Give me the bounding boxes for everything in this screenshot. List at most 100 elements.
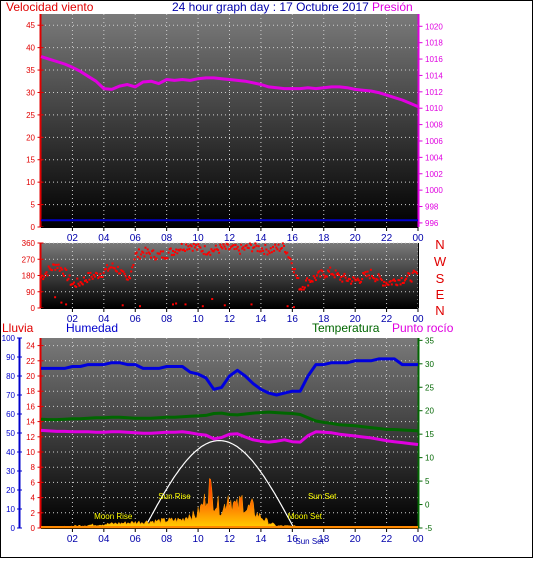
y-tick-label: 6: [31, 478, 36, 487]
direction-point: [82, 276, 85, 279]
direction-point: [263, 252, 266, 255]
direction-point: [265, 248, 268, 251]
direction-point: [119, 272, 122, 275]
y-right-tick-label: 30: [425, 360, 434, 369]
wind-speed-title: Velocidad viento: [6, 0, 94, 14]
direction-point: [108, 267, 111, 270]
direction-point: [254, 242, 257, 245]
direction-point: [68, 274, 71, 277]
direction-point: [277, 243, 280, 246]
direction-point: [76, 277, 79, 280]
x-tick-label: 12: [224, 233, 236, 244]
direction-point: [175, 248, 178, 251]
x-tick-label: 20: [350, 534, 362, 545]
direction-point: [309, 281, 312, 283]
direction-point: [219, 243, 222, 246]
direction-point: [141, 250, 144, 253]
y-tick-label: 270: [22, 255, 36, 264]
y-right-tick-label: 1002: [425, 170, 443, 179]
x-tick-label: 16: [287, 534, 299, 545]
direction-point: [140, 253, 143, 256]
direction-point: [343, 272, 346, 275]
direction-point: [245, 244, 248, 247]
y-right-tick-label: 996: [425, 219, 439, 228]
direction-point: [132, 264, 135, 266]
direction-point: [201, 249, 204, 252]
direction-point: [225, 242, 228, 245]
direction-outlier-point: [250, 303, 253, 306]
direction-point: [136, 255, 139, 258]
direction-point: [401, 282, 404, 284]
direction-point: [256, 250, 259, 253]
direction-outlier-point: [121, 304, 124, 307]
direction-point: [305, 279, 307, 282]
direction-point: [204, 253, 207, 256]
direction-point: [229, 247, 232, 250]
humidity-tick-label: 0: [11, 524, 16, 533]
direction-point: [382, 284, 384, 287]
direction-point: [79, 281, 82, 283]
y-tick-label: 20: [26, 133, 35, 142]
direction-point: [148, 252, 151, 255]
direction-point: [71, 282, 74, 285]
direction-point: [198, 245, 201, 248]
direction-point: [333, 276, 336, 279]
y-right-tick-label: 1006: [425, 137, 443, 146]
direction-point: [221, 247, 224, 250]
direction-point: [328, 270, 331, 273]
direction-point: [73, 281, 75, 284]
x-tick-label: 06: [130, 233, 142, 244]
direction-point: [319, 275, 322, 278]
direction-point: [77, 282, 80, 285]
direction-point: [144, 246, 147, 249]
direction-point: [318, 270, 321, 273]
direction-point: [389, 280, 392, 283]
direction-point: [412, 269, 415, 272]
direction-point: [404, 279, 406, 282]
direction-point: [210, 248, 213, 251]
direction-point: [107, 269, 110, 272]
direction-point: [411, 271, 414, 274]
direction-point: [255, 244, 258, 247]
direction-point: [394, 279, 397, 282]
direction-point: [164, 257, 167, 260]
direction-point: [169, 247, 172, 250]
direction-point: [90, 275, 93, 278]
direction-point: [115, 270, 118, 273]
x-tick-label: 16: [287, 314, 299, 325]
direction-point: [192, 242, 195, 245]
direction-point: [352, 276, 355, 279]
direction-point: [195, 244, 197, 247]
direction-point: [199, 246, 202, 249]
direction-point: [85, 279, 88, 282]
direction-point: [314, 279, 317, 281]
direction-point: [239, 252, 241, 255]
x-tick-label: 12: [224, 314, 236, 325]
direction-point: [378, 275, 381, 278]
direction-point: [98, 275, 101, 278]
direction-point: [134, 252, 137, 255]
direction-point: [150, 256, 152, 259]
humidity-tick-label: 100: [2, 334, 16, 343]
moon-set-label: Moon Set: [288, 512, 323, 521]
direction-point: [74, 285, 77, 288]
direction-point: [143, 255, 146, 258]
y-tick-label: 16: [26, 402, 35, 411]
direction-point: [406, 275, 409, 278]
direction-point: [323, 276, 326, 279]
direction-point: [251, 250, 254, 253]
y-right-tick-label: 998: [425, 203, 439, 212]
x-tick-label: 14: [255, 314, 267, 325]
compass-e: E: [435, 287, 445, 302]
direction-point: [189, 244, 192, 247]
direction-point: [213, 248, 216, 251]
direction-point: [232, 244, 235, 247]
direction-outlier-point: [211, 298, 214, 300]
direction-point: [78, 284, 81, 287]
direction-outlier-point: [139, 305, 141, 308]
direction-point: [55, 263, 58, 266]
y-right-tick-label: 25: [425, 383, 434, 392]
direction-point: [223, 245, 226, 248]
direction-outlier-point: [60, 301, 63, 304]
